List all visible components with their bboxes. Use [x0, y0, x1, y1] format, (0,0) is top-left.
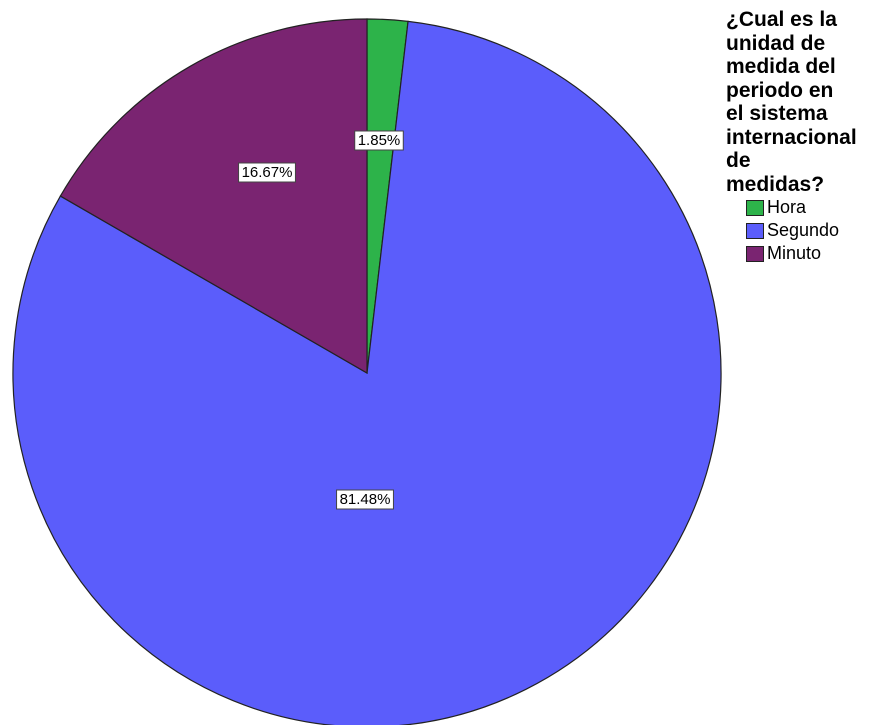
data-label-hora: 1.85% — [354, 130, 404, 151]
svg-text:81.48%: 81.48% — [340, 491, 391, 508]
legend-label: Minuto — [767, 243, 822, 263]
legend-items: Hora Segundo Minuto — [726, 196, 886, 265]
legend-label: Hora — [767, 197, 807, 217]
legend: ¿Cual es la unidad de medida del periodo… — [726, 8, 886, 265]
svg-text:1.85%: 1.85% — [358, 132, 401, 149]
legend-swatch — [746, 222, 764, 239]
legend-item-minuto: Minuto — [746, 242, 886, 265]
legend-swatch — [746, 199, 764, 216]
legend-item-segundo: Segundo — [746, 219, 886, 242]
data-label-segundo: 81.48% — [336, 489, 394, 510]
pie-slice-minuto — [59, 18, 368, 375]
data-label-minuto: 16.67% — [238, 162, 296, 183]
legend-item-hora: Hora — [746, 196, 886, 219]
legend-title: ¿Cual es la unidad de medida del periodo… — [726, 8, 857, 196]
legend-swatch — [746, 245, 764, 262]
svg-text:16.67%: 16.67% — [242, 164, 293, 181]
legend-label: Segundo — [767, 220, 840, 240]
